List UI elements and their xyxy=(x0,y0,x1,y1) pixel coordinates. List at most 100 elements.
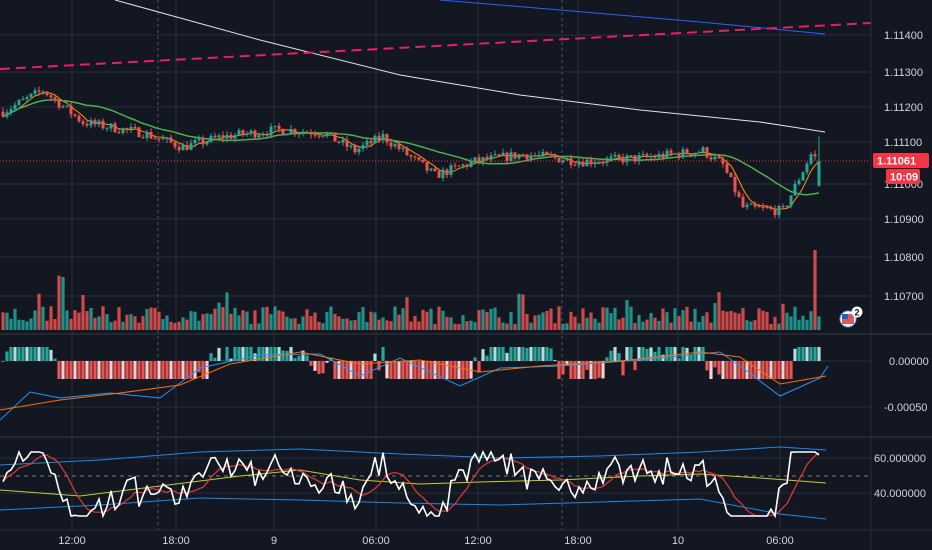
volume-bar xyxy=(45,320,49,330)
candle-body xyxy=(373,135,377,144)
candlestick-series[interactable] xyxy=(1,86,821,219)
volume-bar xyxy=(797,319,801,330)
macd-histogram-bar xyxy=(325,361,329,363)
candle-body xyxy=(225,134,229,139)
volume-bar xyxy=(413,315,417,330)
macd-histogram-bar xyxy=(493,347,497,361)
macd-histogram-bar xyxy=(169,361,173,379)
volume-bar xyxy=(561,323,565,330)
macd-histogram-bar xyxy=(761,361,765,379)
macd-histogram-bar xyxy=(157,361,161,379)
volume-bar xyxy=(517,293,521,330)
macd-histogram-bar xyxy=(93,361,97,379)
time-axis[interactable]: 12:00 18:00 9 06:00 12:00 18:00 10 06:00 xyxy=(58,535,794,547)
macd-histogram-bar xyxy=(197,361,201,373)
candle-body xyxy=(481,157,485,162)
macd-tick: 0.00000 xyxy=(889,356,929,368)
candle-body xyxy=(189,143,193,150)
macd-histogram-bar xyxy=(141,361,145,379)
volume-bar xyxy=(317,321,321,330)
volume-bar xyxy=(345,318,349,330)
rsi-pane[interactable] xyxy=(0,446,871,520)
time-tick: 06:00 xyxy=(766,535,794,547)
time-tick: 18:00 xyxy=(564,535,592,547)
candle-body xyxy=(57,99,61,108)
candle-body xyxy=(557,157,561,163)
macd-histogram-bar xyxy=(549,348,553,361)
volume-bar xyxy=(161,319,165,330)
volume-bar xyxy=(357,312,361,330)
candle-body xyxy=(209,135,213,142)
candle-body xyxy=(777,205,781,216)
candle-body xyxy=(77,115,81,122)
candle-body xyxy=(725,163,729,173)
macd-histogram-bar xyxy=(737,361,741,379)
candle-body xyxy=(265,134,269,136)
volume-bar xyxy=(549,308,553,330)
macd-pane[interactable] xyxy=(0,347,829,421)
volume-bar xyxy=(337,316,341,330)
macd-histogram-bar xyxy=(533,347,537,361)
candle-body xyxy=(693,152,697,156)
volume-bars xyxy=(1,250,821,330)
macd-histogram-bar xyxy=(529,347,533,361)
price-tick: 1.11400 xyxy=(884,30,923,42)
macd-axis[interactable]: 0.00000 -0.00050 xyxy=(884,356,929,414)
macd-histogram-bar xyxy=(765,361,769,379)
candle-body xyxy=(169,137,173,143)
candle-body xyxy=(509,152,513,161)
price-axis[interactable]: 1.11400 1.11300 1.11200 1.11100 1.11000 … xyxy=(884,30,924,303)
macd-histogram-bar xyxy=(241,347,245,361)
macd-histogram-bar xyxy=(777,361,781,379)
volume-bar xyxy=(801,315,805,330)
macd-histogram-bar xyxy=(577,361,581,379)
macd-histogram-bar xyxy=(593,361,597,379)
volume-bar xyxy=(361,307,365,330)
candle-body xyxy=(537,155,541,157)
volume-bar xyxy=(265,306,269,330)
volume-bar xyxy=(417,321,421,330)
macd-histogram-bar xyxy=(713,361,717,368)
candle-body xyxy=(353,145,357,153)
volume-bar xyxy=(665,312,669,330)
volume-bar xyxy=(129,314,133,330)
volume-bar xyxy=(141,316,145,330)
volume-bar xyxy=(29,318,33,330)
macd-histogram-bar xyxy=(53,358,57,361)
candle-body xyxy=(681,149,685,158)
candle-body xyxy=(365,140,369,146)
candle-body xyxy=(349,145,353,147)
macd-histogram-bar xyxy=(69,361,73,379)
volume-bar xyxy=(353,320,357,330)
macd-histogram-bar xyxy=(597,361,601,378)
macd-histogram-bar xyxy=(633,361,637,371)
volume-bar xyxy=(165,315,169,330)
volume-bar xyxy=(477,310,481,330)
rsi-axis[interactable]: 60.000000 40.000000 xyxy=(874,453,926,500)
economic-events-badge[interactable]: 2 xyxy=(839,306,863,328)
candle-body xyxy=(97,120,101,125)
macd-histogram-bar xyxy=(269,347,273,361)
macd-histogram-bar xyxy=(245,347,249,361)
volume-bar xyxy=(537,314,541,330)
candle-body xyxy=(637,154,641,162)
volume-bar xyxy=(25,321,29,330)
volume-bar xyxy=(113,320,117,330)
macd-histogram-bar xyxy=(537,347,541,361)
volume-bar xyxy=(577,323,581,330)
volume-bar xyxy=(321,323,325,330)
candle-body xyxy=(105,128,109,130)
candle-body xyxy=(153,138,157,140)
volume-bar xyxy=(229,313,233,330)
macd-histogram-bar xyxy=(513,347,517,361)
candle-body xyxy=(813,154,817,157)
candle-body xyxy=(513,152,517,159)
volume-bar xyxy=(713,303,717,330)
volume-bar xyxy=(101,306,105,330)
candle-body xyxy=(581,161,585,167)
macd-histogram-bar xyxy=(161,361,165,379)
macd-histogram-bar xyxy=(285,350,289,361)
macd-histogram-bar xyxy=(257,347,261,361)
